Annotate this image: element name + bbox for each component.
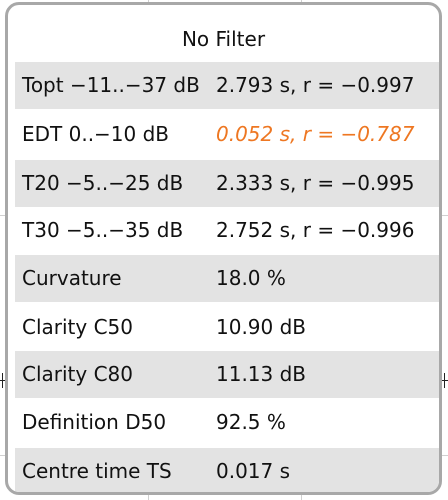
parameter-value: 2.793 s, r = −0.997	[216, 73, 415, 97]
parameter-row-ts: Centre time TS 0.017 s	[15, 448, 439, 492]
parameter-label: Clarity C80	[22, 362, 134, 386]
parameter-value: 0.052 s, r = −0.787	[216, 122, 415, 146]
parameter-label: Curvature	[22, 266, 122, 290]
parameter-label: Clarity C50	[22, 315, 134, 339]
parameter-label: T20 −5..−25 dB	[22, 171, 184, 195]
parameter-label: EDT 0..−10 dB	[22, 122, 170, 146]
parameter-row-t30: T30 −5..−35 dB 2.752 s, r = −0.996	[15, 207, 439, 254]
parameter-row-c50: Clarity C50 10.90 dB	[15, 304, 439, 351]
parameter-value: 10.90 dB	[216, 315, 307, 339]
parameter-row-edt: EDT 0..−10 dB 0.052 s, r = −0.787	[15, 111, 439, 158]
acoustic-parameters-panel: No Filter Topt −11..−37 dB 2.793 s, r = …	[5, 2, 442, 495]
parameter-row-t20: T20 −5..−25 dB 2.333 s, r = −0.995	[15, 160, 439, 207]
parameter-value: 0.017 s	[216, 459, 291, 483]
parameter-row-c80: Clarity C80 11.13 dB	[15, 351, 439, 398]
parameter-value: 11.13 dB	[216, 362, 307, 386]
parameter-label: Definition D50	[22, 410, 167, 434]
parameter-row-d50: Definition D50 92.5 %	[15, 399, 439, 446]
parameter-row-topt: Topt −11..−37 dB 2.793 s, r = −0.997	[15, 62, 439, 109]
parameter-label: Centre time TS	[22, 459, 172, 483]
parameter-label: Topt −11..−37 dB	[22, 73, 200, 97]
plot-axis-tick	[444, 373, 445, 388]
parameter-row-curvature: Curvature 18.0 %	[15, 255, 439, 302]
parameter-value: 92.5 %	[216, 410, 286, 434]
panel-title: No Filter	[181, 27, 266, 51]
parameter-value: 2.333 s, r = −0.995	[216, 171, 415, 195]
parameter-value: 18.0 %	[216, 266, 286, 290]
parameter-value: 2.752 s, r = −0.996	[216, 218, 415, 242]
parameter-label: T30 −5..−35 dB	[22, 218, 184, 242]
plot-axis-tick	[2, 373, 3, 388]
